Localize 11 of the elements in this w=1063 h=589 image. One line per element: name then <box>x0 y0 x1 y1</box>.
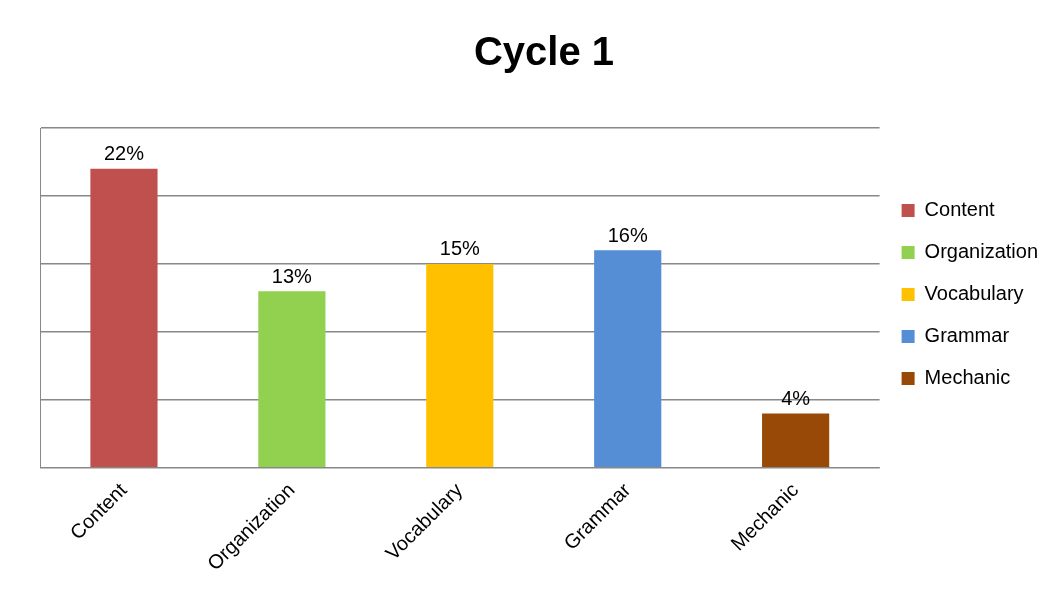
legend-label: Organization <box>924 240 1039 263</box>
chart-title: Cycle 1 <box>473 29 615 74</box>
data-label: 15% <box>439 237 481 260</box>
data-label: 13% <box>271 264 313 287</box>
legend-label: Content <box>924 198 996 221</box>
legend-label: Vocabulary <box>924 282 1024 305</box>
data-label: 4% <box>781 386 811 409</box>
legend-label: Mechanic <box>924 366 1011 389</box>
data-label: 16% <box>607 223 648 246</box>
data-label: 22% <box>103 142 145 165</box>
legend-label: Grammar <box>924 324 1010 347</box>
